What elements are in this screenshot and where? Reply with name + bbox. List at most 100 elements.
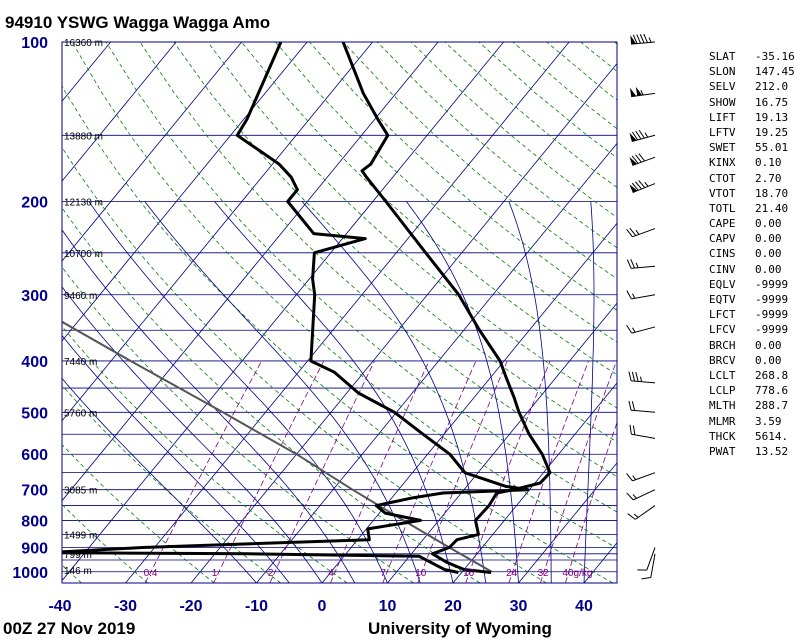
moist-adiabat-line [214,201,454,583]
index-value: 0.00 [755,338,782,352]
index-name: KINX [709,156,736,170]
wind-barb [628,400,656,413]
index-value: 0.00 [755,247,782,261]
pressure-label: 900 [21,541,48,558]
moist-adiabat-line [62,286,323,583]
index-value: -9999 [755,293,789,306]
stability-indices-table: SLAT -35.16 SLON 147.45 SELV 212.0 SHOW 16.75 LI… [709,49,795,459]
index-name: SELV [709,80,736,94]
index-value: -9999 [755,323,789,337]
index-value: 13.52 [755,444,789,458]
wind-barb-full [628,371,632,381]
moist-adiabat-line [62,229,356,583]
index-value: 2.70 [755,171,782,185]
wind-barb-full [628,400,632,411]
wind-barb-staff [650,553,656,578]
index-value: 19.25 [755,125,789,139]
mixing-ratio-line [382,360,477,583]
sounding-traces [62,42,552,574]
wind-barb-half [644,181,649,187]
wind-barb-flag [630,35,637,45]
temperature-label: 20 [444,598,462,615]
wind-barb-full [638,153,646,162]
index-row: SHOW 16.75 [709,95,795,110]
wind-barb [637,547,656,571]
index-row: EQTV -9999 [709,292,795,307]
index-name: LIFT [709,110,736,124]
index-row: CTOT 2.70 [709,171,795,186]
index-value: 288.7 [755,399,789,413]
index-row: LIFT 19.13 [709,110,795,125]
dry-adiabat-line [62,384,281,583]
height-label: 7440 m [64,357,97,368]
index-name: LCLT [709,368,736,382]
mixing-ratio-line [540,360,617,583]
wind-barb [626,290,656,300]
index-row: SLAT -35.16 [709,49,795,64]
isotherm-line [62,42,242,262]
dry-adiabat-line [105,42,617,513]
wind-barb-full [626,324,633,334]
index-row: BRCH 0.00 [709,338,795,353]
index-row: THCK 5614. [709,429,795,444]
index-name: SHOW [709,95,736,109]
index-name: LFCV [709,323,736,337]
temperature-label: 40 [575,598,593,615]
temperature-label: -20 [179,598,202,615]
dry-adiabat-line [62,85,613,583]
height-label: 16360 m [64,38,103,49]
wind-barb-full [643,33,648,43]
wind-barb-staff [633,489,656,501]
index-value: 0.10 [755,156,782,170]
dry-adiabat-line [62,444,215,583]
wind-barb-half [648,37,652,43]
index-value: 18.70 [755,186,789,200]
wind-barb [626,489,656,501]
mixing-ratio-label: 16 [463,568,475,579]
index-row: CAPV 0.00 [709,231,795,246]
index-value: 21.40 [755,201,789,215]
wind-barb-staff [631,433,656,439]
wind-barb-half [633,513,639,518]
index-value: 778.6 [755,384,789,398]
height-label: 12130 m [64,197,103,208]
wind-barb-full [630,259,636,269]
index-value: 3.59 [755,414,782,428]
dry-adiabat-line [139,42,617,478]
index-name: TOTL [709,201,736,215]
wind-barb [629,180,656,193]
wind-barb-full [626,492,634,501]
height-label: 5760 m [64,408,97,419]
index-row: MLMR 3.59 [709,414,795,429]
mixing-ratio-line [213,360,325,583]
wind-barb-half [635,229,640,235]
wind-barb-half [632,494,637,499]
isotherm-line [0,42,45,583]
wind-barb-full [626,473,633,482]
index-name: MLTH [709,399,736,413]
index-name: CTOT [709,171,736,185]
wind-barb-half [632,475,637,480]
wind-barb-full [632,425,636,435]
isotherm-line [518,462,617,583]
wind-barb [641,553,656,580]
wind-barb-half [635,262,639,268]
wind-barb-staff [635,505,656,520]
isotherm-line [62,42,111,102]
index-value: -9999 [755,308,789,322]
index-value: 19.13 [755,110,789,124]
index-row: KINX 0.10 [709,155,795,170]
wind-barb-half [640,90,644,96]
wind-barb-full [635,154,642,163]
wind-barb-staff [631,134,656,142]
index-value: 0.00 [755,217,782,231]
wind-barb [630,86,656,98]
mixing-ratio-label: 32 [538,568,550,579]
dry-adiabat-line [62,266,414,583]
index-name: MLMR [709,414,736,428]
index-name: CAPE [709,217,736,231]
wind-barb [627,505,656,520]
height-label: 9460 m [64,291,97,302]
wind-barb-full [629,227,637,236]
wind-barb-staff [632,156,656,166]
